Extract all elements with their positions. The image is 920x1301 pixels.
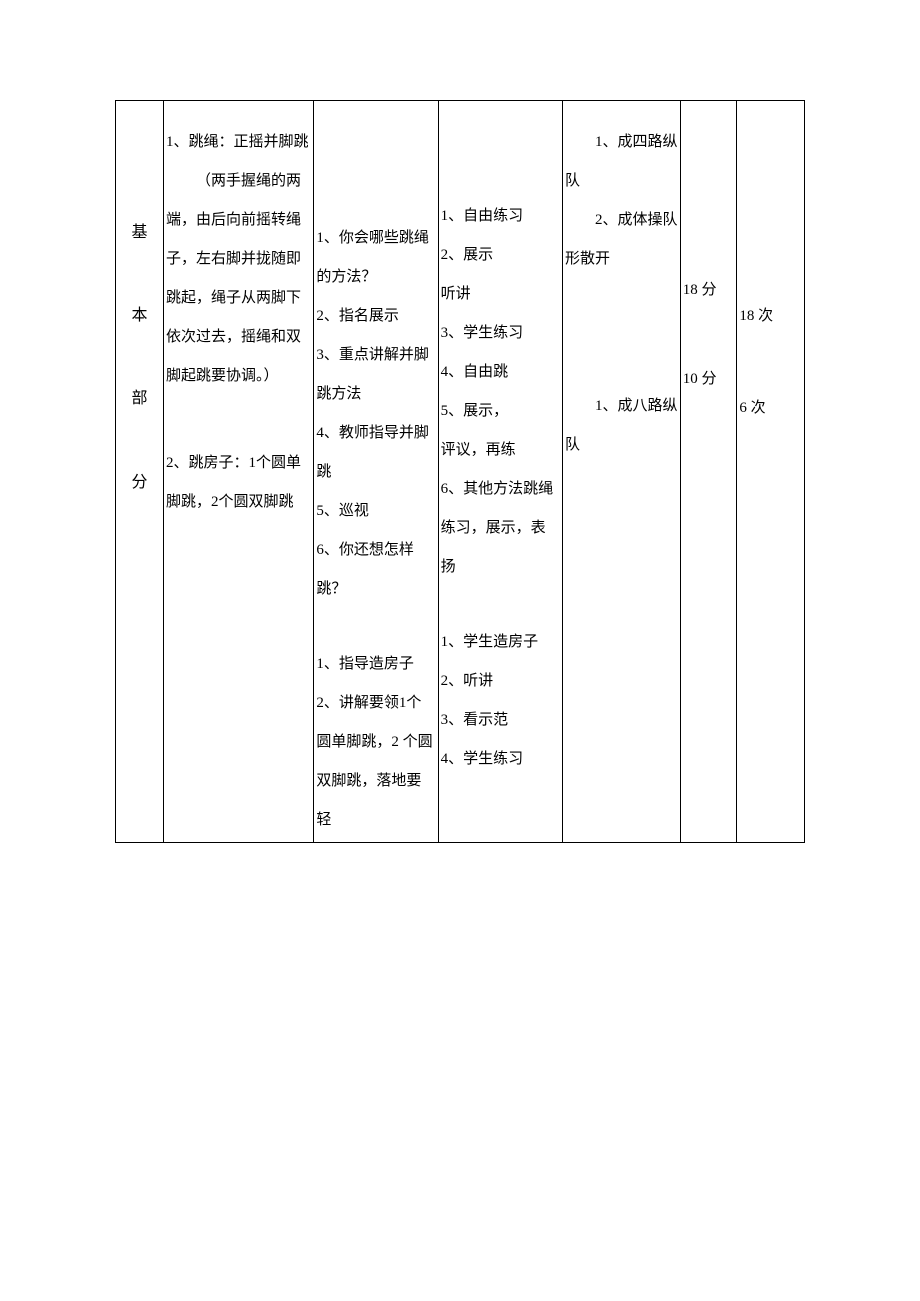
formation-item: 2、成体操队形散开 [565, 201, 678, 279]
student-step: 1、自由练习 [441, 197, 560, 236]
time-cell: 18 分 10 分 [680, 101, 737, 843]
student-step: 4、学生练习 [441, 740, 560, 779]
student-step: 听讲 [441, 275, 560, 314]
content-item-desc: （两手握绳的两端，由后向前摇转绳子，左右脚并拢随即跳起，绳子从两脚下依次过去，摇… [166, 162, 311, 396]
student-step: 6、其他方法跳绳练习，展示，表扬 [441, 470, 560, 587]
table-row: 基 本 部 分 1、跳绳：正摇并脚跳 （两手握绳的两端，由后向前摇转绳子，左右脚… [116, 101, 805, 843]
student-step: 2、展示 [441, 236, 560, 275]
student-step: 4、自由跳 [441, 353, 560, 392]
lesson-plan-table: 基 本 部 分 1、跳绳：正摇并脚跳 （两手握绳的两端，由后向前摇转绳子，左右脚… [115, 100, 805, 843]
time-value: 10 分 [683, 360, 735, 399]
student-step: 5、展示， [441, 392, 560, 431]
student-step: 3、看示范 [441, 701, 560, 740]
teacher-step: 5、巡视 [316, 492, 435, 531]
teacher-step: 6、你还想怎样跳？ [316, 531, 435, 609]
count-cell: 18 次 6 次 [737, 101, 805, 843]
content-cell: 1、跳绳：正摇并脚跳 （两手握绳的两端，由后向前摇转绳子，左右脚并拢随即跳起，绳… [163, 101, 313, 843]
section-char: 基 [116, 191, 163, 274]
count-value: 6 次 [739, 389, 802, 428]
student-step: 3、学生练习 [441, 314, 560, 353]
teacher-cell: 1、你会哪些跳绳的方法？ 2、指名展示 3、重点讲解并脚跳方法 4、教师指导并脚… [314, 101, 438, 843]
teacher-step: 1、你会哪些跳绳的方法？ [316, 219, 435, 297]
student-step: 评议，再练 [441, 431, 560, 470]
section-char: 部 [116, 357, 163, 440]
teacher-step: 4、教师指导并脚跳 [316, 414, 435, 492]
teacher-step: 2、讲解要领1个圆单脚跳，2 个圆双脚跳，落地要轻 [316, 684, 435, 840]
formation-item: 1、成八路纵队 [565, 387, 678, 465]
student-step: 1、学生造房子 [441, 623, 560, 662]
teacher-step: 2、指名展示 [316, 297, 435, 336]
time-value: 18 分 [683, 271, 735, 310]
formation-cell: 1、成四路纵队 2、成体操队形散开 1、成八路纵队 [562, 101, 680, 843]
student-step: 2、听讲 [441, 662, 560, 701]
student-cell: 1、自由练习 2、展示 听讲 3、学生练习 4、自由跳 5、展示， 评议，再练 … [438, 101, 562, 843]
formation-item: 1、成四路纵队 [565, 123, 678, 201]
section-char: 分 [116, 441, 163, 524]
count-value: 18 次 [739, 297, 802, 336]
section-cell: 基 本 部 分 [116, 101, 164, 843]
teacher-step: 1、指导造房子 [316, 645, 435, 684]
teacher-step: 3、重点讲解并脚跳方法 [316, 336, 435, 414]
content-item-title: 1、跳绳：正摇并脚跳 [166, 123, 311, 162]
content-item: 2、跳房子：1个圆单脚跳，2个圆双脚跳 [166, 444, 311, 522]
section-char: 本 [116, 274, 163, 357]
